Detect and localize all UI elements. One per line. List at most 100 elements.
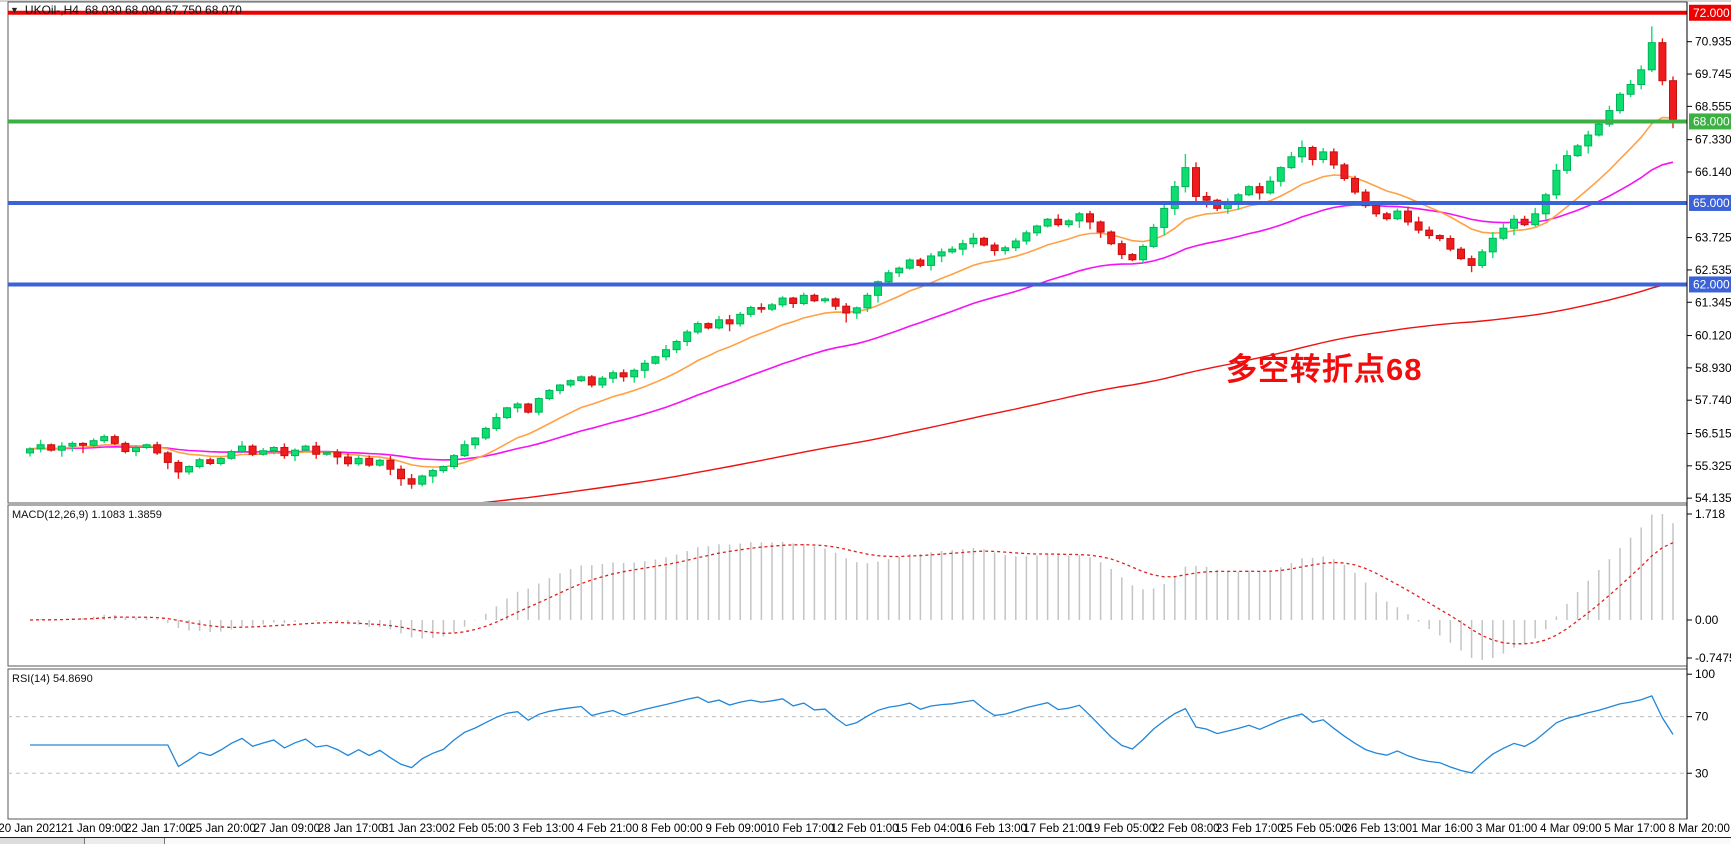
candle-up — [534, 398, 543, 413]
candle-up — [799, 294, 808, 304]
time-axis-label: 4 Mar 09:00 — [1540, 823, 1601, 835]
candle-up — [1552, 169, 1561, 196]
candle-down — [397, 468, 405, 480]
candle-down — [1086, 213, 1094, 223]
candle-up — [1637, 69, 1646, 85]
status-bar-segment[interactable] — [0, 838, 85, 844]
candle-up — [736, 313, 745, 325]
candle-down — [990, 244, 999, 251]
macd-panel[interactable] — [29, 514, 1674, 660]
candle-down — [312, 445, 321, 455]
price-axis-label: 57.740 — [1695, 393, 1731, 407]
candle-up — [68, 442, 77, 447]
candle-up — [640, 362, 649, 371]
candle-down — [110, 436, 119, 444]
candle-down — [916, 259, 925, 266]
rsi-name: RSI(14) — [12, 673, 50, 685]
candle-up — [450, 455, 458, 467]
price-axis-label: 54.135 — [1695, 491, 1731, 505]
candle-up — [905, 259, 914, 269]
candle-up — [768, 304, 776, 310]
candle-up — [545, 389, 554, 400]
candle-up — [969, 237, 978, 245]
candle-up — [683, 331, 692, 343]
candle-down — [1435, 235, 1444, 240]
candle-up — [460, 444, 469, 457]
candle-up — [566, 380, 575, 386]
candle-down — [1340, 164, 1349, 179]
candle-down — [1372, 205, 1381, 215]
price-badge: 68.000 — [1689, 113, 1731, 130]
candle-up — [503, 407, 511, 419]
time-axis-label: 5 Mar 17:00 — [1604, 823, 1665, 835]
price-axis-label: 68.555 — [1695, 99, 1731, 113]
candle-up — [958, 243, 967, 250]
svg-text:68.000: 68.000 — [1693, 114, 1730, 128]
candle-down — [206, 459, 215, 465]
candle-up — [57, 445, 66, 451]
candle-down — [344, 456, 352, 465]
price-axis-label: 55.325 — [1695, 459, 1731, 473]
price-badge: 62.000 — [1689, 276, 1731, 293]
rsi-panel[interactable] — [8, 695, 1687, 774]
candle-up — [26, 448, 34, 454]
status-bar-segment[interactable] — [165, 838, 1731, 844]
time-axis-label: 17 Feb 21:00 — [1023, 823, 1091, 835]
time-axis-label: 19 Feb 05:00 — [1088, 823, 1156, 835]
candle-down — [524, 403, 533, 413]
candle-down — [407, 478, 416, 485]
candle-up — [1573, 145, 1582, 157]
macd-axis-label: 1.718 — [1695, 507, 1725, 521]
macd-axis-label: 0.00 — [1695, 613, 1719, 627]
candle-up — [1626, 83, 1635, 95]
candle-down — [163, 452, 172, 463]
main-price-panel[interactable] — [26, 26, 1677, 538]
candle-up — [852, 307, 861, 314]
candle-down — [789, 297, 798, 304]
price-axis-label: 69.745 — [1695, 67, 1731, 81]
candle-down — [1054, 218, 1063, 226]
chevron-down-icon[interactable]: ▼ — [10, 5, 19, 15]
candle-down — [1128, 254, 1137, 261]
time-axis-label: 23 Feb 17:00 — [1216, 823, 1284, 835]
candle-down — [386, 459, 395, 470]
candle-down — [704, 323, 713, 329]
price-badge: 65.000 — [1689, 194, 1731, 211]
symbol-name: UKOil-,H4 — [24, 3, 79, 17]
candle-up — [874, 281, 882, 296]
price-axis-label: 67.330 — [1695, 133, 1731, 147]
candle-up — [1149, 226, 1158, 247]
candle-down — [1329, 151, 1338, 166]
rsi-indicator-label: RSI(14) 54.8690 — [12, 673, 93, 685]
status-bar-segment[interactable] — [85, 838, 165, 844]
candle-down — [831, 298, 840, 307]
price-axis-label: 56.515 — [1695, 426, 1731, 440]
candle-down — [757, 307, 766, 310]
candle-up — [513, 403, 522, 409]
chart-annotation-text: 多空转折点68 — [1226, 352, 1423, 387]
candle-up — [36, 444, 45, 450]
candle-up — [1393, 210, 1402, 220]
candle-up — [672, 341, 681, 351]
price-axis-label: 63.725 — [1695, 231, 1731, 245]
candle-up — [481, 427, 490, 439]
candle-down — [153, 444, 162, 454]
candle-down — [1382, 213, 1391, 220]
candle-up — [821, 298, 829, 302]
candle-up — [132, 446, 140, 453]
price-axis-label: 61.345 — [1695, 295, 1731, 309]
candle-down — [248, 445, 257, 455]
time-axis-label: 22 Feb 08:00 — [1152, 823, 1220, 835]
candle-up — [471, 437, 480, 446]
ma-slow-line — [481, 282, 1674, 502]
candle-up — [1499, 227, 1508, 239]
candle-up — [216, 457, 225, 465]
price-axis-label: 62.535 — [1695, 263, 1731, 277]
candle-up — [1584, 134, 1593, 147]
candle-down — [1351, 177, 1359, 193]
candle-up — [418, 475, 427, 485]
candle-down — [174, 461, 183, 473]
candle-up — [651, 356, 660, 364]
